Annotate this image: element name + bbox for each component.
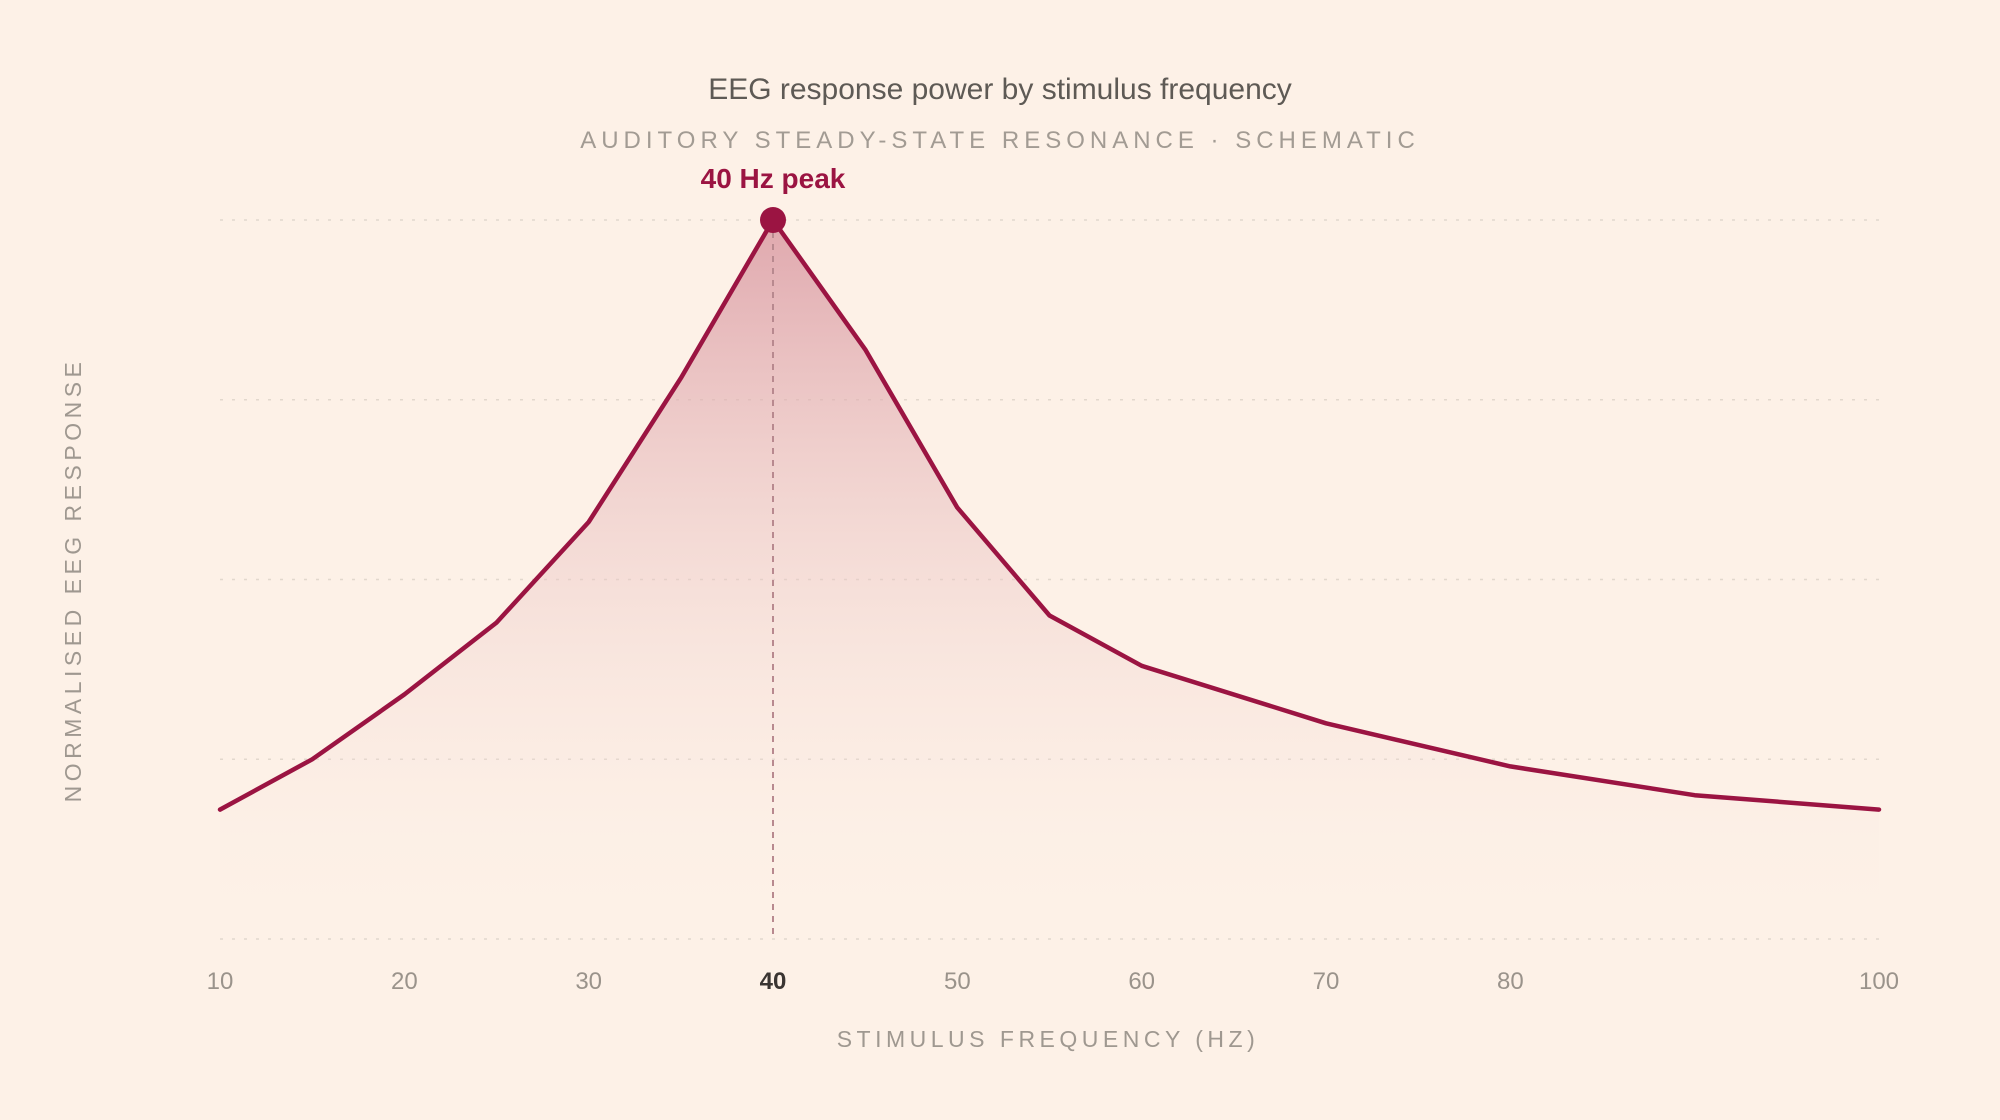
x-axis-title: STIMULUS FREQUENCY (HZ) bbox=[837, 1026, 1260, 1052]
x-tick-label-40: 40 bbox=[760, 968, 787, 995]
x-tick-label-60: 60 bbox=[1128, 968, 1155, 995]
x-tick-label-20: 20 bbox=[391, 968, 418, 995]
x-tick-label-10: 10 bbox=[207, 968, 234, 995]
marker-layer: 40 Hz peak bbox=[701, 163, 846, 233]
area-layer bbox=[220, 220, 1879, 939]
series-line-layer bbox=[217, 217, 1882, 812]
x-tick-label-30: 30 bbox=[575, 968, 602, 995]
x-tick-labels: 10 20 30 40 50 60 70 80 100 bbox=[207, 968, 1899, 995]
chart-subtitle: AUDITORY STEADY-STATE RESONANCE · SCHEMA… bbox=[580, 127, 1420, 154]
y-axis-title: NORMALISED EEG RESPONSE bbox=[60, 358, 86, 803]
x-tick-label-100: 100 bbox=[1859, 968, 1899, 995]
x-tick-label-80: 80 bbox=[1497, 968, 1524, 995]
peak-annotation-label: 40 Hz peak bbox=[701, 163, 846, 194]
x-tick-label-50: 50 bbox=[944, 968, 971, 995]
x-tick-label-70: 70 bbox=[1313, 968, 1340, 995]
series-area bbox=[220, 220, 1879, 939]
peak-marker bbox=[760, 207, 786, 233]
series-line bbox=[217, 217, 1882, 812]
chart-title: EEG response power by stimulus frequency bbox=[708, 73, 1292, 106]
